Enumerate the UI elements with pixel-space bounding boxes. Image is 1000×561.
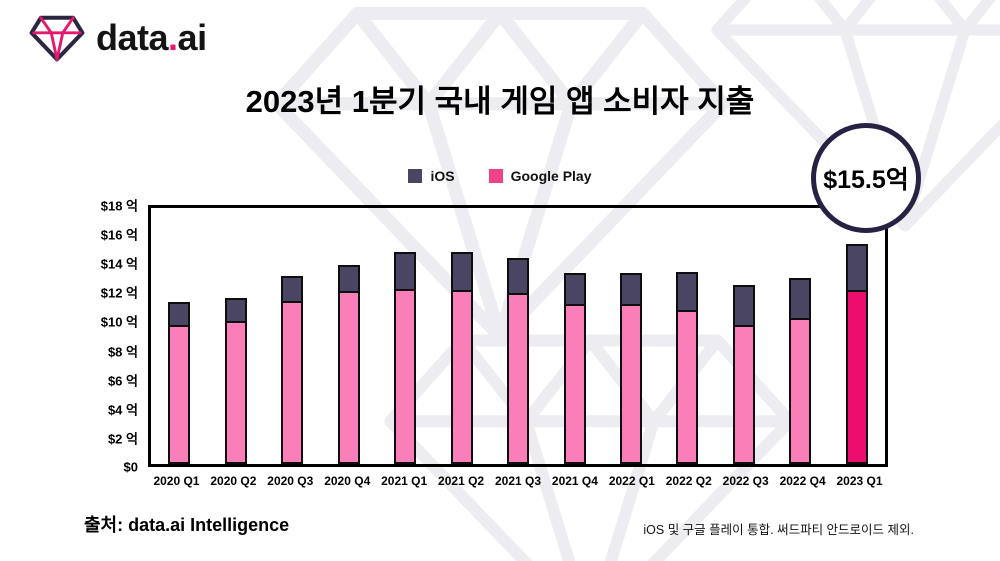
bar-segment-ios	[676, 272, 699, 312]
bar-segment-googleplay	[168, 327, 191, 464]
plot-area	[148, 205, 888, 467]
bar-column	[151, 208, 207, 464]
bar-segment-googleplay	[563, 306, 586, 464]
x-tick-label: 2021 Q4	[551, 474, 598, 488]
x-tick-label: 2022 Q3	[722, 474, 769, 488]
y-tick-label: $14 억	[100, 256, 138, 272]
legend-swatch-googleplay	[488, 169, 503, 183]
y-tick-label: $10 억	[100, 314, 138, 330]
legend-label-googleplay: Google Play	[510, 168, 592, 184]
y-tick-label: $6 억	[107, 373, 138, 389]
stacked-bar	[168, 208, 191, 464]
x-tick-label: 2023 Q1	[836, 474, 883, 488]
bar-column	[433, 208, 489, 464]
bar-column	[829, 208, 885, 464]
stacked-bar	[337, 208, 360, 464]
stacked-bar	[732, 208, 755, 464]
bar-segment-googleplay	[224, 323, 247, 464]
logo-text-ai: ai	[177, 17, 208, 58]
y-tick-label: $2 억	[107, 431, 138, 447]
bar-segment-googleplay	[732, 327, 755, 464]
bar-segment-ios	[619, 273, 642, 307]
highlight-callout-badge: $15.5억	[811, 123, 921, 233]
x-tick-label: 2020 Q1	[153, 474, 200, 488]
logo-dot: .	[168, 17, 178, 58]
methodology-note: iOS 및 구글 플레이 통합. 써드파티 안드로이드 제외.	[643, 523, 914, 537]
bar-segment-googleplay	[450, 291, 473, 464]
bar-segment-ios	[732, 284, 755, 328]
x-tick-label: 2021 Q3	[494, 474, 542, 488]
bar-column	[490, 208, 546, 464]
bar-segment-googleplay	[845, 291, 868, 464]
bar-column	[546, 208, 602, 464]
legend-swatch-ios	[408, 169, 423, 183]
stacked-bar	[281, 208, 304, 464]
stacked-bar	[394, 208, 417, 464]
stacked-bar	[450, 208, 473, 464]
bar-segment-ios	[394, 252, 417, 291]
bar-segment-ios	[563, 273, 586, 307]
bar-segment-ios	[337, 264, 360, 294]
legend-item-googleplay: Google Play	[488, 168, 592, 184]
bar-segment-ios	[789, 277, 812, 321]
stacked-bar	[676, 208, 699, 464]
bar-column	[716, 208, 772, 464]
y-tick-label: $18 억	[100, 198, 138, 214]
plot-bars	[151, 208, 885, 464]
bar-segment-ios	[224, 297, 247, 324]
bar-segment-ios	[507, 257, 530, 295]
stacked-bar	[563, 208, 586, 464]
bar-segment-ios	[450, 252, 473, 292]
bar-segment-googleplay	[789, 320, 812, 464]
y-tick-label: $12 억	[100, 285, 138, 301]
bar-segment-googleplay	[676, 311, 699, 464]
bar-segment-googleplay	[281, 303, 304, 464]
bar-segment-googleplay	[394, 290, 417, 464]
bar-column	[207, 208, 263, 464]
bar-segment-ios	[281, 276, 304, 304]
bar-segment-googleplay	[507, 294, 530, 464]
y-tick-label: $0	[123, 459, 138, 475]
x-tick-label: 2020 Q2	[210, 474, 257, 488]
dataai-logo: data.ai	[28, 12, 207, 64]
bar-column	[264, 208, 320, 464]
stacked-bar	[789, 208, 812, 464]
logo-text-data: data	[96, 17, 169, 58]
stacked-bar	[507, 208, 530, 464]
y-axis: $0 $2 억 $4 억 $6 억 $8 억 $10 억 $12 억 $14 억 $16 억 $1…	[66, 199, 138, 475]
legend-item-ios: iOS	[408, 168, 455, 184]
x-axis: 2020 Q1 2020 Q2 2020 Q3 2020 Q4 2021 Q1 2021 …	[148, 474, 888, 488]
bar-column	[320, 208, 376, 464]
x-tick-label: 2022 Q2	[665, 474, 712, 488]
bar-segment-googleplay	[619, 306, 642, 464]
bar-segment-ios	[168, 301, 191, 328]
bar-column	[659, 208, 715, 464]
x-tick-label: 2021 Q2	[438, 474, 485, 488]
bar-segment-googleplay	[337, 293, 360, 464]
x-tick-label: 2021 Q1	[381, 474, 428, 488]
chart-title: 2023년 1분기 국내 게임 앱 소비자 지출	[245, 84, 755, 119]
y-tick-label: $8 억	[107, 344, 138, 360]
bar-segment-ios	[845, 243, 868, 292]
y-tick-label: $4 억	[107, 402, 138, 418]
legend-label-ios: iOS	[430, 168, 455, 184]
logo-wordmark: data.ai	[96, 17, 207, 59]
stacked-bar	[845, 208, 868, 464]
stacked-bar	[224, 208, 247, 464]
x-tick-label: 2022 Q4	[779, 474, 826, 488]
bar-column	[377, 208, 433, 464]
stacked-bar	[619, 208, 642, 464]
bar-column	[603, 208, 659, 464]
x-tick-label: 2022 Q1	[608, 474, 655, 488]
bar-column	[772, 208, 828, 464]
gem-logo-icon	[29, 15, 85, 62]
x-tick-label: 2020 Q3	[267, 474, 314, 488]
y-tick-label: $16 억	[100, 227, 138, 243]
x-tick-label: 2020 Q4	[324, 474, 371, 488]
source-text: 출처: data.ai Intelligence	[84, 515, 290, 535]
